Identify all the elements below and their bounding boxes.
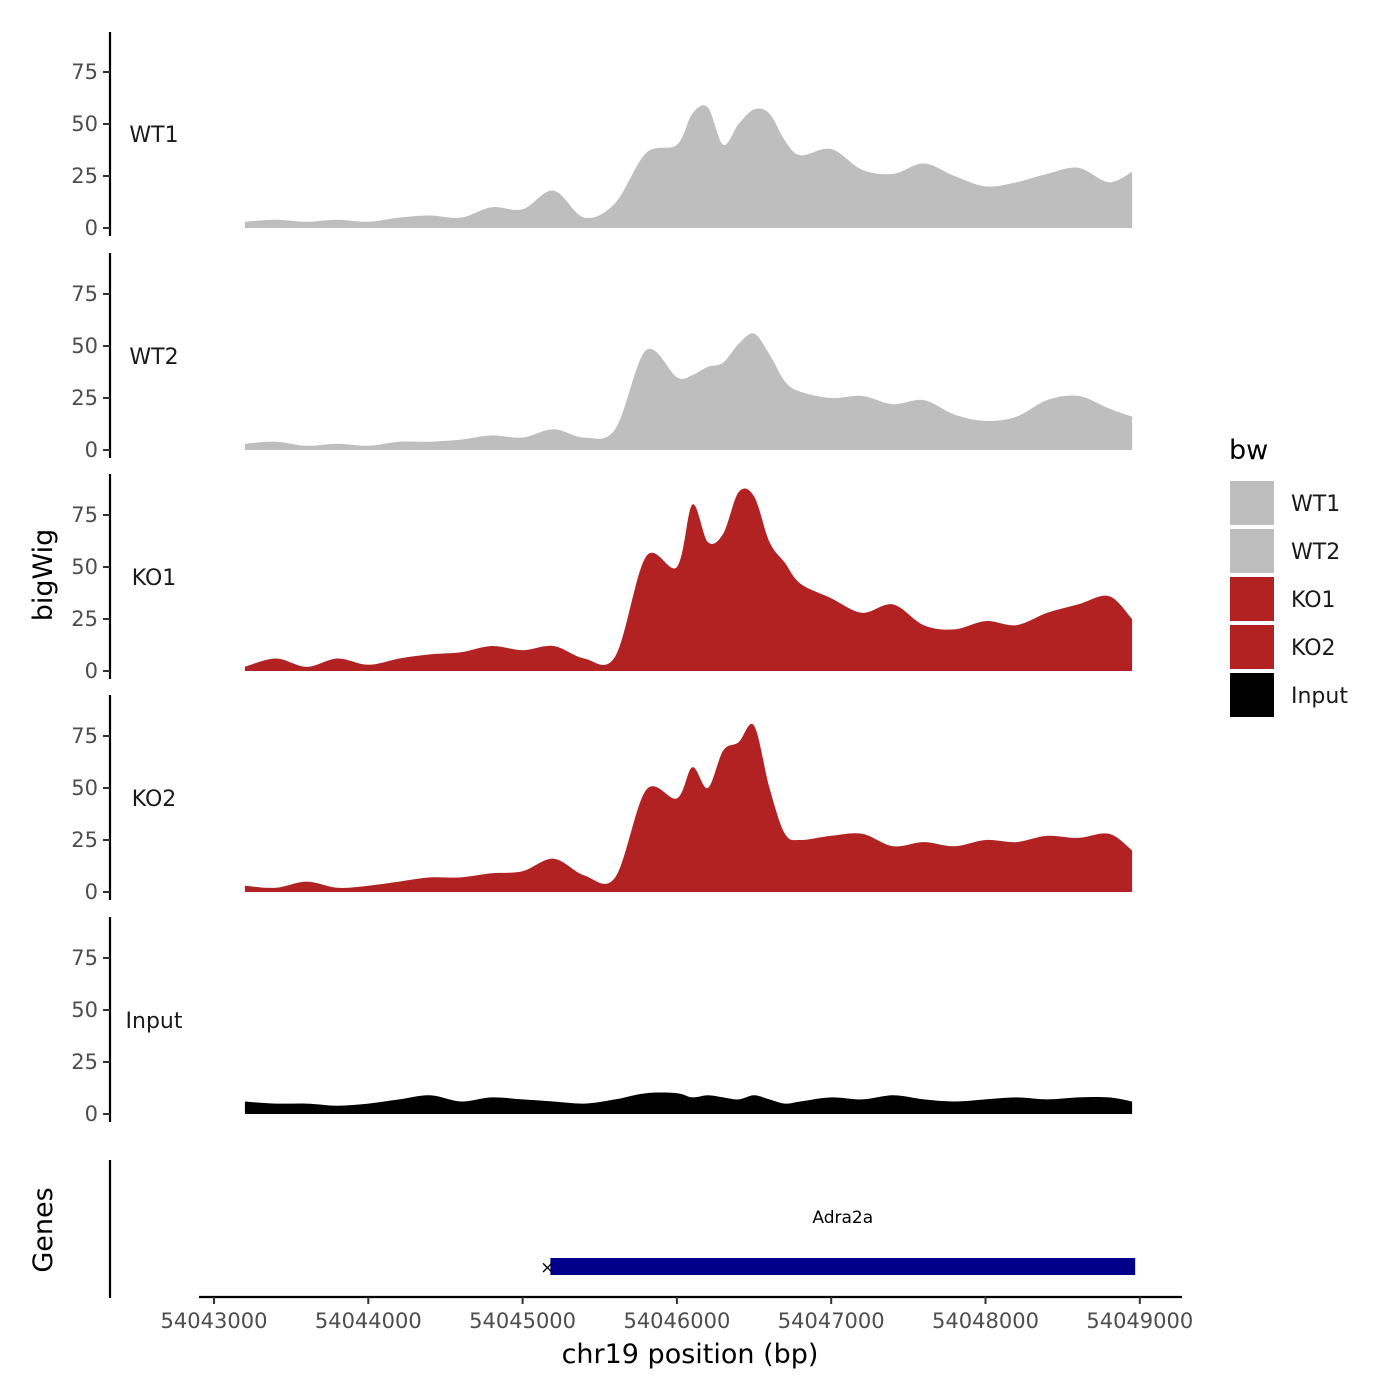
- track-ko2: 0 25 50 75 KO2: [71, 695, 1133, 904]
- y-tick-label: 25: [71, 607, 98, 631]
- y-tick-label: 50: [71, 334, 98, 358]
- legend-key-ko2: [1230, 625, 1274, 669]
- y-tick-label: 75: [71, 724, 98, 748]
- legend-label-input: Input: [1291, 684, 1348, 709]
- y-tick-label: 50: [71, 998, 98, 1022]
- legend: bw WT1 WT2 KO1 KO2 Input: [1229, 435, 1348, 717]
- genes-axis-title: Genes: [28, 1187, 59, 1272]
- track-label-ko1: KO1: [132, 566, 177, 591]
- x-tick-label: 54043000: [161, 1309, 268, 1333]
- x-tick-label: 54044000: [315, 1309, 422, 1333]
- y-tick-label: 75: [71, 503, 98, 527]
- y-tick-label: 75: [71, 282, 98, 306]
- legend-label-ko2: KO2: [1291, 636, 1336, 661]
- track-wt1: 0 25 50 75 WT1: [71, 32, 1133, 240]
- track-input: 0 25 50 75 Input: [71, 917, 1133, 1126]
- x-tick-label: 54047000: [778, 1309, 885, 1333]
- x-tick-label: 54048000: [932, 1309, 1039, 1333]
- legend-key-wt1: [1230, 481, 1274, 525]
- x-tick-label: 54045000: [469, 1309, 576, 1333]
- x-tick-label: 54049000: [1086, 1309, 1193, 1333]
- coverage-area-wt1: [244, 105, 1133, 228]
- x-axis-title: chr19 position (bp): [562, 1339, 819, 1370]
- y-tick-label: 0: [85, 216, 98, 240]
- y-tick-label: 0: [85, 659, 98, 683]
- y-axis-title: bigWig: [28, 529, 59, 622]
- coverage-area-input: [244, 1092, 1133, 1114]
- legend-key-input: [1230, 673, 1274, 717]
- gene-label-adra2a: Adra2a: [812, 1208, 873, 1228]
- gene-strand-marker: ×: [540, 1258, 554, 1278]
- legend-label-wt1: WT1: [1291, 492, 1340, 517]
- y-tick-label: 0: [85, 438, 98, 462]
- y-tick-label: 0: [85, 880, 98, 904]
- y-tick-label: 25: [71, 386, 98, 410]
- y-tick-label: 25: [71, 828, 98, 852]
- y-tick-label: 75: [71, 946, 98, 970]
- x-axis: 54043000 54044000 54045000 54046000 54047000…: [161, 1295, 1193, 1333]
- legend-label-wt2: WT2: [1291, 540, 1340, 565]
- track-label-ko2: KO2: [132, 787, 177, 812]
- y-tick-label: 50: [71, 776, 98, 800]
- track-ko1: 0 25 50 75 KO1: [71, 474, 1133, 683]
- coverage-area-ko2: [244, 723, 1133, 892]
- legend-label-ko1: KO1: [1291, 588, 1336, 613]
- legend-key-ko1: [1230, 577, 1274, 621]
- y-tick-label: 25: [71, 164, 98, 188]
- gene-body-adra2a: [550, 1258, 1136, 1275]
- y-tick-label: 25: [71, 1050, 98, 1074]
- coverage-tracks: 0 25 50 75 WT1 0 25 50 75 WT2 0 25 50 75 KO1 0 25 50 75 KO2…: [71, 32, 1133, 1126]
- x-tick-label: 54046000: [623, 1309, 730, 1333]
- track-label-wt1: WT1: [129, 123, 178, 148]
- y-tick-label: 50: [71, 112, 98, 136]
- track-label-input: Input: [126, 1009, 183, 1034]
- coverage-area-wt2: [244, 333, 1133, 450]
- track-wt2: 0 25 50 75 WT2: [71, 253, 1133, 462]
- coverage-area-ko1: [244, 488, 1133, 671]
- gene-track-panel: × Adra2a: [108, 1160, 1136, 1298]
- y-tick-label: 50: [71, 555, 98, 579]
- y-tick-label: 75: [71, 60, 98, 84]
- track-label-wt2: WT2: [129, 345, 178, 370]
- legend-key-wt2: [1230, 529, 1274, 573]
- y-tick-label: 0: [85, 1102, 98, 1126]
- legend-title: bw: [1229, 435, 1268, 466]
